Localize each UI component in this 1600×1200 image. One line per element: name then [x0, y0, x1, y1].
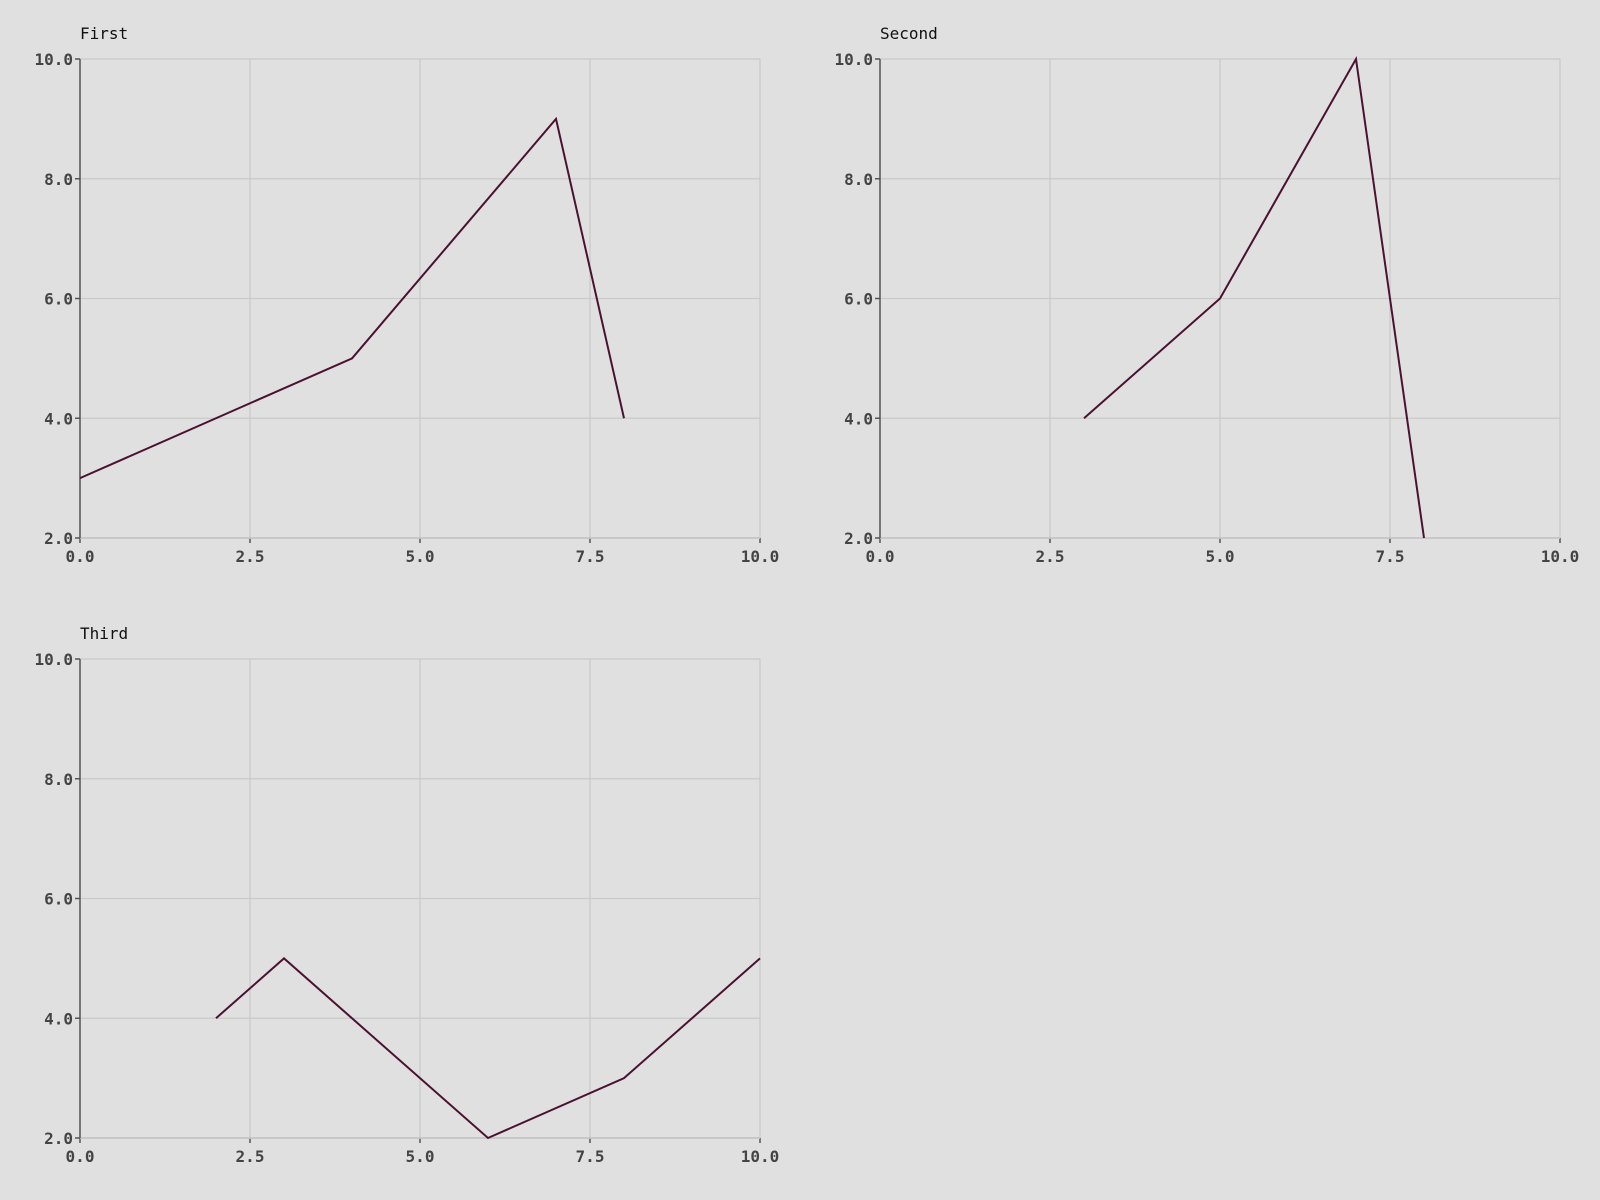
y-tick-label: 4.0: [44, 1009, 73, 1028]
x-tick-label: 5.0: [406, 547, 435, 566]
y-tick-label: 6.0: [844, 290, 873, 309]
y-tick-label: 2.0: [44, 1129, 73, 1148]
series-line: [215, 957, 761, 1140]
y-tick-label: 4.0: [844, 409, 873, 428]
x-tick-label: 0.0: [66, 547, 95, 566]
chart-title: First: [80, 24, 128, 43]
y-tick-label: 10.0: [834, 50, 873, 69]
y-tick-label: 8.0: [44, 770, 73, 789]
y-tick-label: 6.0: [44, 290, 73, 309]
y-tick-label: 10.0: [34, 50, 73, 69]
x-tick-label: 0.0: [866, 547, 895, 566]
series-line: [79, 116, 625, 480]
chart-3: Third 0.0 2.5 5.0 7.5 10.0 2.0 4.0 6.0 8.0 10.0: [34, 624, 779, 1166]
y-tick-label: 8.0: [844, 170, 873, 189]
x-tick-label: 7.5: [1376, 547, 1405, 566]
y-tick-label: 6.0: [44, 890, 73, 909]
x-tick-label: 7.5: [576, 547, 605, 566]
series-line: [1083, 55, 1425, 539]
x-tick-label: 2.5: [1036, 547, 1065, 566]
x-tick-label: 7.5: [576, 1147, 605, 1166]
chart-1: First 0.0 2.5 5.0 7.5 10.0 2.0 4.0 6.0 8.0 10.0: [34, 24, 779, 566]
y-tick-label: 10.0: [34, 650, 73, 669]
x-tick-label: 10.0: [741, 1147, 780, 1166]
chart-title: Second: [880, 24, 938, 43]
y-tick-label: 4.0: [44, 409, 73, 428]
x-tick-label: 2.5: [236, 547, 265, 566]
x-tick-label: 10.0: [1541, 547, 1580, 566]
y-tick-label: 8.0: [44, 170, 73, 189]
chart-title: Third: [80, 624, 128, 643]
x-tick-label: 0.0: [66, 1147, 95, 1166]
x-tick-label: 10.0: [741, 547, 780, 566]
y-tick-label: 2.0: [844, 529, 873, 548]
chart-2: Second 0.0 2.5 5.0 7.5 10.0 2.0 4.0 6.0 8.0 10.0: [834, 24, 1579, 566]
x-tick-label: 5.0: [1206, 547, 1235, 566]
x-tick-label: 2.5: [236, 1147, 265, 1166]
y-tick-label: 2.0: [44, 529, 73, 548]
x-tick-label: 5.0: [406, 1147, 435, 1166]
